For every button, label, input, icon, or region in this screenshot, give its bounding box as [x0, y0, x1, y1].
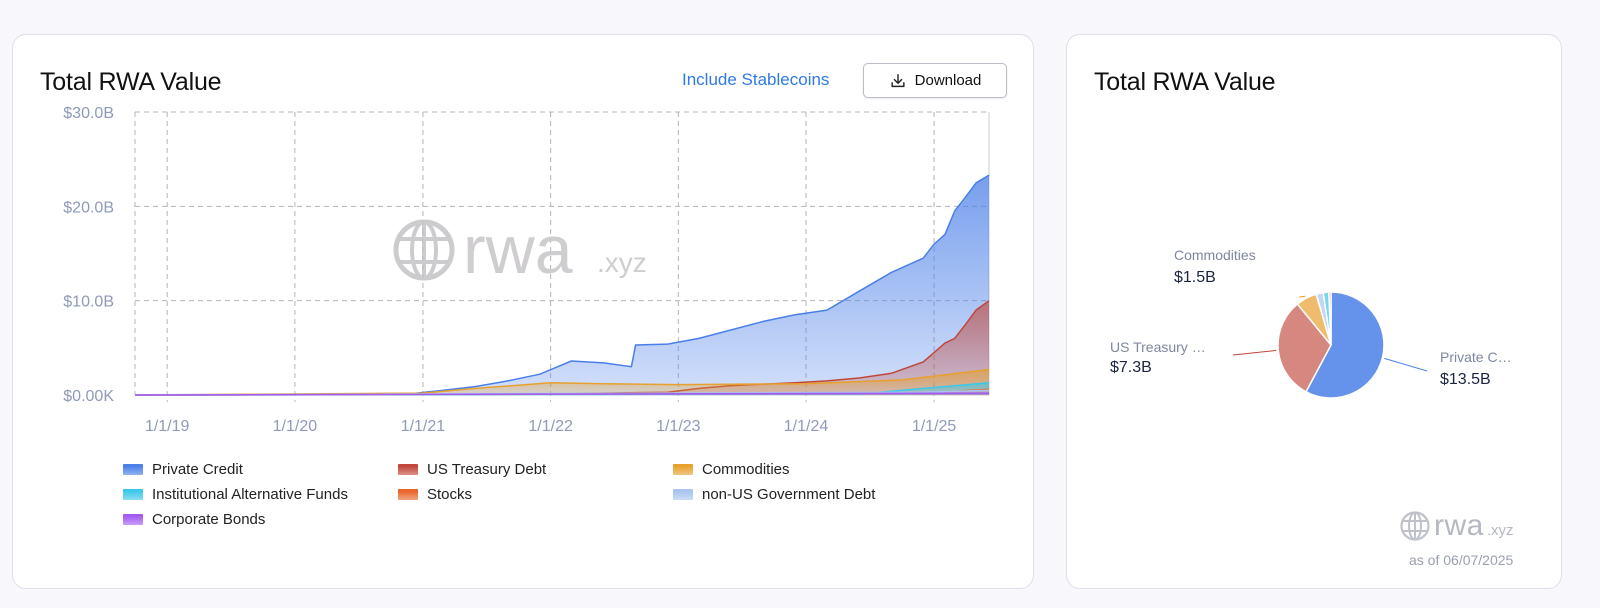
pie-title: Total RWA Value: [1094, 68, 1276, 96]
watermark-text: rwa: [1434, 509, 1484, 542]
x-tick-label: 1/1/24: [784, 418, 829, 435]
x-tick-label: 1/1/19: [145, 418, 190, 435]
pie-label-name: Commodities: [1174, 247, 1256, 263]
legend-label: Stocks: [427, 486, 473, 503]
watermark-suffix: .xyz: [1486, 521, 1514, 539]
series-line-commodities: [134, 368, 990, 396]
globe-icon: [1400, 511, 1430, 541]
x-tick-label: 1/1/23: [656, 418, 701, 435]
rwa-watermark: rwa .xyz: [393, 212, 647, 288]
pie-leader-line: [1384, 357, 1428, 372]
y-tick-label: $0.00K: [63, 388, 114, 405]
total-rwa-pie-card: Total RWA Value Private C… $13.5B US Treas…: [1066, 34, 1562, 589]
pie-leader-line: [1298, 295, 1306, 298]
legend-swatch: [123, 514, 143, 525]
legend-item-stocks[interactable]: Stocks: [398, 486, 472, 503]
pie-chart: [1232, 291, 1428, 399]
legend-swatch: [673, 464, 693, 475]
y-tick-label: $20.0B: [63, 199, 114, 216]
rwa-watermark: rwa .xyz: [1399, 509, 1514, 543]
legend-label: Commodities: [702, 461, 790, 478]
download-label: Download: [914, 72, 982, 89]
legend-item-non-us-government-debt[interactable]: non-US Government Debt: [673, 486, 875, 503]
pie-label-value: $7.3B: [1110, 359, 1152, 376]
series-line-private-credit: [134, 174, 990, 396]
chart-title: Total RWA Value: [40, 68, 222, 96]
legend-item-corporate-bonds[interactable]: Corporate Bonds: [123, 511, 265, 528]
pie-leader-line: [1232, 349, 1277, 356]
x-tick-label: 1/1/22: [528, 418, 573, 435]
legend-item-commodities[interactable]: Commodities: [673, 461, 790, 478]
y-tick-label: $10.0B: [63, 294, 114, 311]
x-tick-label: 1/1/25: [912, 418, 957, 435]
legend-label: Private Credit: [152, 461, 243, 478]
pie-slice[interactable]: [1328, 291, 1332, 346]
series-line-corporate-bonds: [134, 392, 990, 396]
x-tick-label: 1/1/21: [401, 418, 446, 435]
legend-swatch: [123, 464, 143, 475]
include-stablecoins-toggle[interactable]: Include Stablecoins: [682, 70, 830, 89]
series-area-private-credit: [135, 175, 989, 395]
area-chart: $0.00K $10.0B $20.0B $30.0B 1/1/19 1/1/20 1/1/…: [63, 105, 990, 435]
legend-label: Institutional Alternative Funds: [152, 486, 348, 503]
pie-label-name: Private C…: [1440, 349, 1512, 365]
pie-slice[interactable]: [1277, 302, 1332, 393]
watermark-suffix: .xyz: [597, 247, 647, 278]
pie-label-value: $13.5B: [1440, 371, 1491, 388]
legend-swatch: [123, 489, 143, 500]
as-of-date: as of 06/07/2025: [1409, 552, 1514, 568]
watermark-text: rwa: [463, 212, 573, 288]
y-tick-label: $30.0B: [63, 105, 114, 122]
legend-label: non-US Government Debt: [702, 486, 876, 503]
legend-swatch: [673, 489, 693, 500]
legend-label: US Treasury Debt: [427, 461, 547, 478]
legend-swatch: [398, 464, 418, 475]
x-tick-label: 1/1/20: [273, 418, 318, 435]
legend-item-us-treasury-debt[interactable]: US Treasury Debt: [398, 461, 546, 478]
series-area-commodities: [135, 369, 989, 395]
download-button[interactable]: Download: [863, 63, 1007, 98]
pie-label-value: $1.5B: [1174, 269, 1216, 286]
legend-item-institutional-alternative-funds[interactable]: Institutional Alternative Funds: [123, 486, 348, 503]
pie-slice[interactable]: [1304, 291, 1385, 399]
legend-swatch: [398, 489, 418, 500]
pie-label-name: US Treasury …: [1110, 339, 1206, 355]
download-icon: [891, 73, 905, 87]
total-rwa-chart-card: $0.00K $10.0B $20.0B $30.0B 1/1/19 1/1/20 1/1/…: [12, 34, 1034, 589]
legend-label: Corporate Bonds: [152, 511, 266, 528]
legend-item-private-credit[interactable]: Private Credit: [123, 461, 243, 478]
